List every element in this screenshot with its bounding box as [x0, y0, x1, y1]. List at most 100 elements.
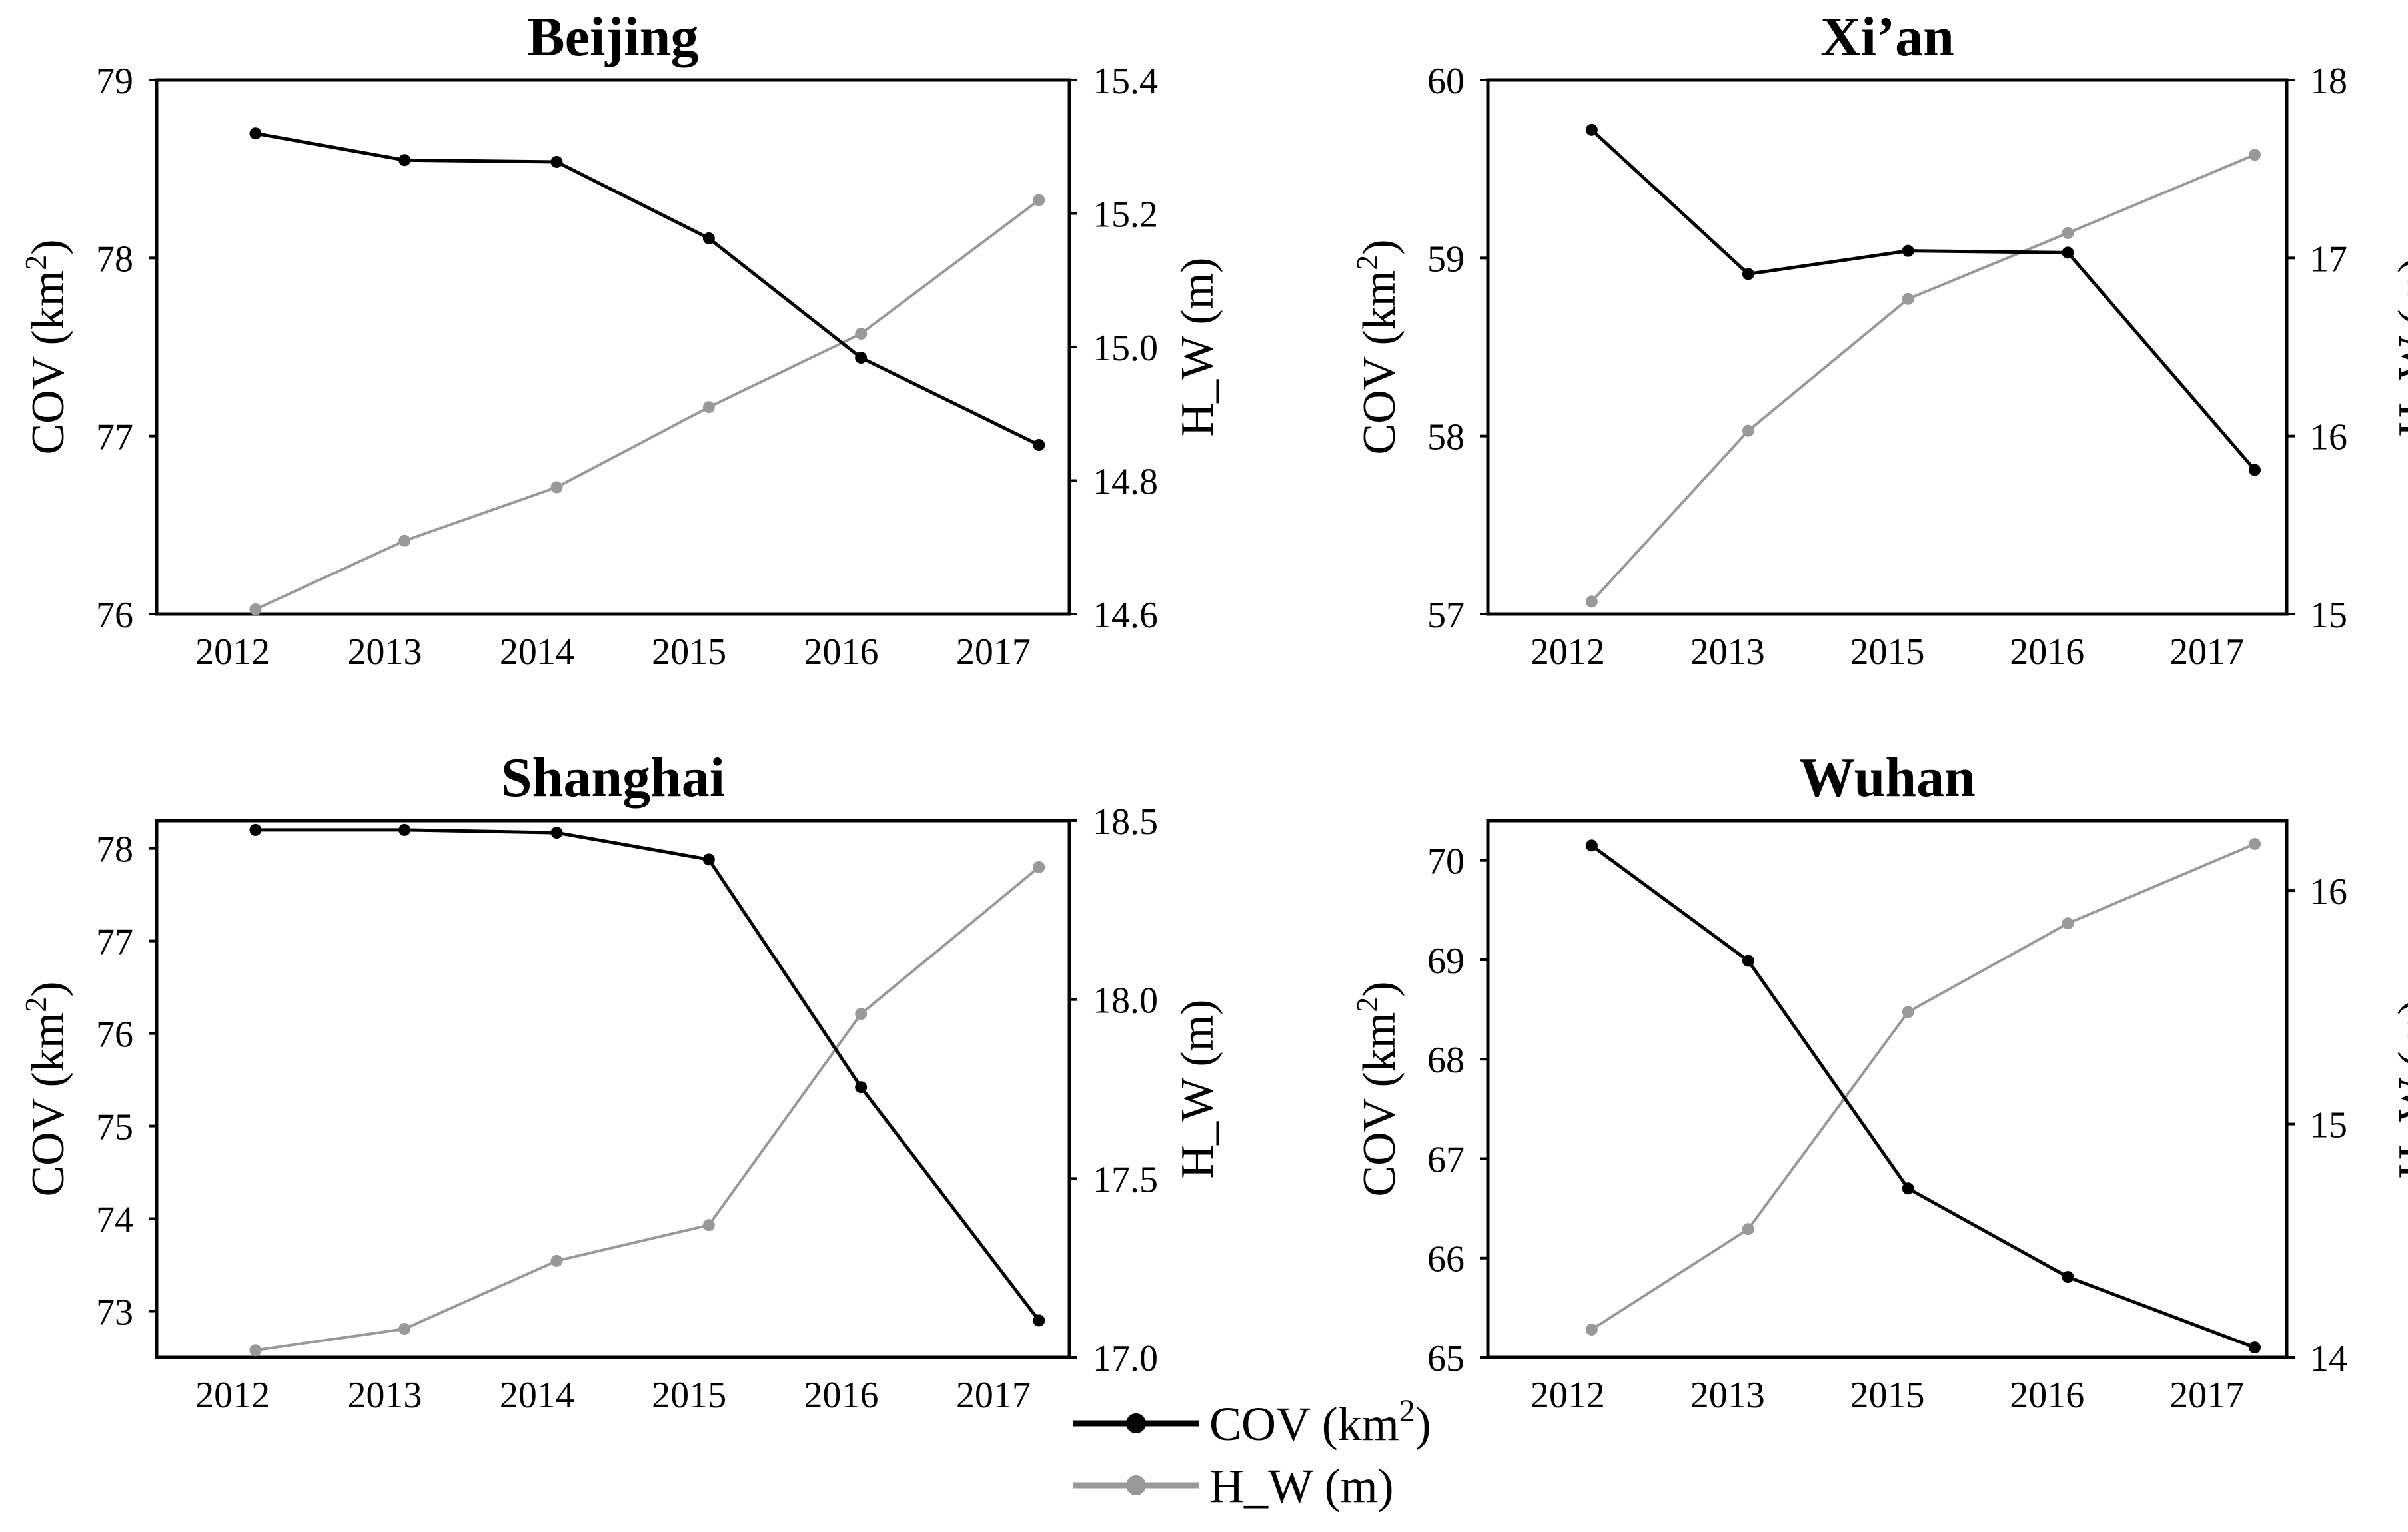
plot-frame: [1486, 78, 2289, 616]
x-tick-label: 2013: [1690, 631, 1765, 673]
cov-data-point: [2062, 246, 2074, 259]
cov-data-point: [398, 823, 411, 836]
chart-title: Xi’an: [1820, 6, 1954, 68]
hw-data-point: [855, 1008, 868, 1020]
y-left-axis-label-main: COV (km: [23, 1012, 74, 1197]
x-tick-label: 2013: [1690, 1375, 1765, 1416]
hw-series-line: [255, 198, 1040, 611]
y-right-tick-label: 14.8: [1093, 462, 1158, 503]
hw-data-point: [1585, 1323, 1598, 1336]
y-right-tick-label: 15: [2310, 595, 2347, 636]
hw-data-point: [249, 603, 262, 615]
x-tick-label: 2015: [652, 631, 726, 673]
y-right-tick-label: 18.5: [1093, 801, 1158, 843]
y-right-tick-label: 15.4: [1093, 61, 1158, 102]
cov-data-point: [702, 853, 715, 866]
hw-data-point: [855, 327, 868, 340]
x-tick-label: 2017: [956, 1375, 1031, 1416]
hw-data-point: [702, 401, 715, 414]
hw-data-point: [1742, 1223, 1754, 1236]
cov-data-point: [1033, 439, 1045, 452]
legend-cov-label-main: COV (km: [1209, 1397, 1399, 1451]
x-tick-label: 2012: [1530, 1375, 1605, 1416]
x-tick-label: 2014: [500, 631, 574, 673]
y-left-tick-label: 76: [96, 595, 133, 636]
cov-series-line: [255, 131, 1040, 447]
cov-data-point: [1585, 839, 1598, 852]
cov-series-line: [1590, 844, 2255, 1349]
chart-title: Wuhan: [1799, 747, 1976, 809]
hw-data-point: [1033, 861, 1045, 873]
y-left-tick-label: 58: [1427, 417, 1465, 458]
y-left-tick-label: 60: [1427, 61, 1465, 102]
cov-data-point: [2249, 464, 2261, 476]
x-tick-label: 2014: [500, 1375, 574, 1416]
x-tick-label: 2013: [348, 631, 422, 673]
y-right-tick-label: 17: [2310, 238, 2347, 280]
cov-data-point: [249, 823, 262, 836]
cov-data-point: [249, 127, 262, 140]
hw-data-point: [1902, 1006, 1914, 1018]
cov-data-point: [1742, 955, 1754, 967]
y-right-tick-label: 15: [2310, 1105, 2347, 1146]
hw-data-point: [1033, 194, 1045, 206]
chart-panel-2: Xi’an 57 58 59 60 15 16 17 18 2012 2013 2015 2016 201…: [1350, 6, 2408, 673]
y-left-tick-label: 66: [1427, 1239, 1465, 1280]
y-right-tick-label: 18.0: [1093, 980, 1158, 1022]
y-right-tick-label: 17.0: [1093, 1338, 1158, 1379]
legend-cov-marker: [1126, 1413, 1146, 1433]
x-tick-label: 2016: [2010, 1375, 2084, 1416]
chart-panel-3: Shanghai 73 74 75 76 77 78 17.0 17.5 18.0 18.5 2012…: [19, 747, 1223, 1416]
hw-data-point: [398, 534, 411, 547]
hw-data-point: [2249, 149, 2261, 161]
chart-title: Shanghai: [501, 747, 725, 809]
hw-data-point: [2249, 838, 2261, 851]
y-left-axis-label-sup: 2: [1350, 997, 1384, 1012]
cov-data-point: [1902, 1182, 1914, 1195]
cov-data-point: [855, 1081, 868, 1094]
y-left-tick-label: 57: [1427, 595, 1465, 636]
y-left-axis-label-tail: ): [23, 981, 74, 996]
hw-data-point: [702, 1219, 715, 1232]
legend-hw-marker: [1126, 1475, 1146, 1495]
x-tick-label: 2015: [652, 1375, 726, 1416]
x-tick-label: 2015: [1850, 1375, 1925, 1416]
y-left-tick-label: 76: [96, 1014, 133, 1056]
y-right-axis-label: H_W (m): [1172, 1000, 1223, 1179]
y-left-tick-label: 67: [1427, 1139, 1465, 1180]
y-right-tick-label: 17.5: [1093, 1159, 1158, 1200]
y-left-tick-label: 69: [1427, 941, 1465, 982]
hw-data-point: [1902, 292, 1914, 305]
plot-frame: [155, 78, 1071, 616]
y-right-tick-label: 14.6: [1093, 595, 1158, 636]
cov-data-point: [2062, 1271, 2074, 1284]
legend: COV (km2) H_W (m): [1073, 1393, 1431, 1513]
chart-panel-4: Wuhan 65 66 67 68 69 70 14 15 16 2012 2013 2015 2016 2…: [1350, 747, 2408, 1416]
cov-data-point: [550, 827, 563, 839]
y-right-tick-label: 15.0: [1093, 328, 1158, 369]
y-left-tick-label: 74: [96, 1200, 133, 1241]
y-left-tick-label: 77: [96, 922, 133, 963]
y-left-tick-label: 70: [1427, 841, 1465, 883]
y-left-axis-label-tail: ): [1354, 981, 1405, 996]
y-left-axis-label-main: COV (km: [1354, 270, 1405, 455]
x-tick-label: 2016: [804, 1375, 879, 1416]
y-left-axis-label-main: COV (km: [23, 270, 74, 455]
x-tick-label: 2015: [1850, 631, 1925, 673]
y-left-tick-label: 68: [1427, 1040, 1465, 1081]
cov-data-point: [855, 352, 868, 364]
x-tick-label: 2013: [348, 1375, 422, 1416]
y-right-tick-label: 18: [2310, 61, 2347, 102]
cov-data-point: [702, 232, 715, 244]
y-left-axis-label: COV (km2): [1350, 239, 1405, 454]
hw-data-point: [550, 1254, 563, 1267]
y-left-tick-label: 75: [96, 1107, 133, 1148]
hw-data-point: [2062, 226, 2074, 239]
y-right-axis-label: H_W (m): [2389, 258, 2408, 437]
y-right-axis-label: H_W (m): [2389, 1000, 2408, 1179]
hw-data-point: [1585, 595, 1598, 608]
y-left-tick-label: 78: [96, 829, 133, 871]
hw-data-point: [249, 1344, 262, 1357]
x-tick-label: 2017: [2169, 1375, 2244, 1416]
